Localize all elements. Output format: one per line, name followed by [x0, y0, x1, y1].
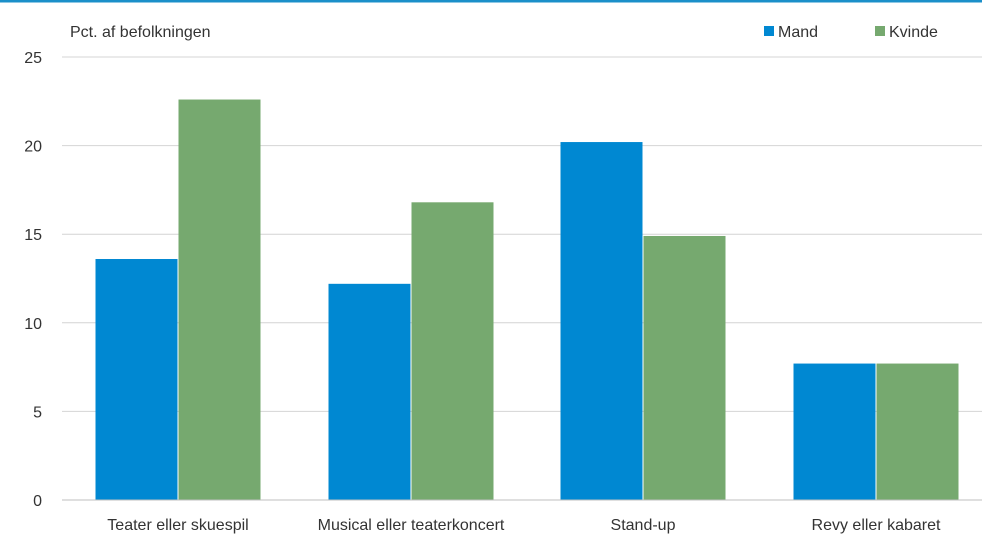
- legend-swatch-kvinde: [875, 26, 885, 36]
- bar-kvinde-4: [877, 364, 959, 500]
- bar-kvinde-3: [644, 236, 726, 500]
- bar-kvinde-2: [412, 202, 494, 500]
- category-label: Musical eller teaterkoncert: [318, 517, 505, 534]
- y-tick-label: 15: [24, 227, 42, 244]
- y-tick-label: 5: [33, 404, 42, 421]
- y-axis-label: Pct. af befolkningen: [70, 24, 211, 41]
- bar-mand-2: [329, 284, 411, 500]
- y-tick-label: 0: [33, 493, 42, 510]
- legend-label-mand: Mand: [778, 24, 818, 41]
- category-label: Revy eller kabaret: [812, 517, 942, 534]
- category-label: Teater eller skuespil: [107, 517, 248, 534]
- category-labels: Teater eller skuespil Musical eller teate…: [107, 517, 941, 534]
- y-tick-label: 25: [24, 50, 42, 67]
- y-tick-label: 20: [24, 139, 42, 156]
- y-tick-labels: 0 5 10 15 20 25: [24, 50, 42, 510]
- bars: [96, 100, 959, 500]
- legend-swatch-mand: [764, 26, 774, 36]
- bar-mand-3: [561, 142, 643, 500]
- category-label: Stand-up: [611, 517, 676, 534]
- bar-kvinde-1: [179, 100, 261, 500]
- bar-mand-1: [96, 259, 178, 500]
- y-tick-label: 10: [24, 316, 42, 333]
- bar-mand-4: [794, 364, 876, 500]
- legend: Mand Kvinde: [764, 24, 938, 41]
- legend-label-kvinde: Kvinde: [889, 24, 938, 41]
